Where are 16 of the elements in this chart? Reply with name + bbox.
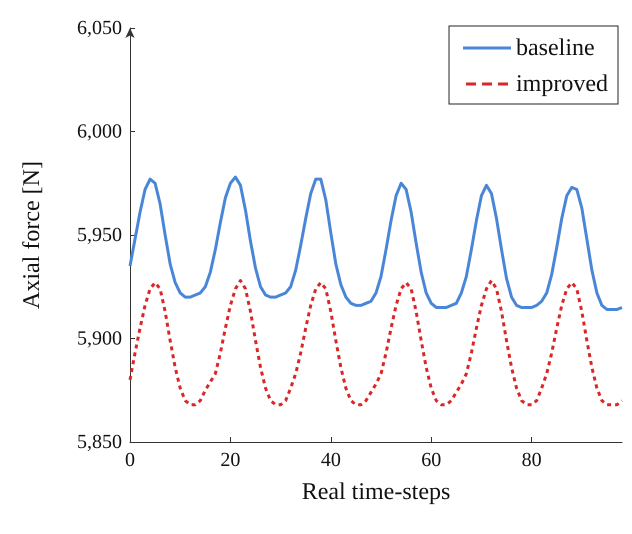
x-tick-label: 20 [220, 449, 240, 471]
y-tick-label: 5,950 [77, 224, 122, 246]
y-axis-title: Axial force [N] [19, 161, 45, 309]
x-axis-title: Real time-steps [302, 479, 450, 505]
line-series [128, 279, 624, 406]
legend-label: baseline [516, 35, 595, 61]
y-tick-label: 5,900 [77, 328, 122, 350]
x-tick-label: 0 [125, 449, 135, 471]
y-tick-label: 6,050 [77, 17, 122, 39]
x-tick-label: 40 [320, 449, 341, 471]
line-series [128, 176, 624, 312]
y-tick-label: 6,000 [77, 120, 122, 142]
legend-label: improved [516, 71, 608, 97]
x-tick-label: 60 [421, 449, 442, 471]
x-tick-label: 80 [522, 449, 542, 471]
y-tick-label: 5,850 [77, 431, 122, 453]
